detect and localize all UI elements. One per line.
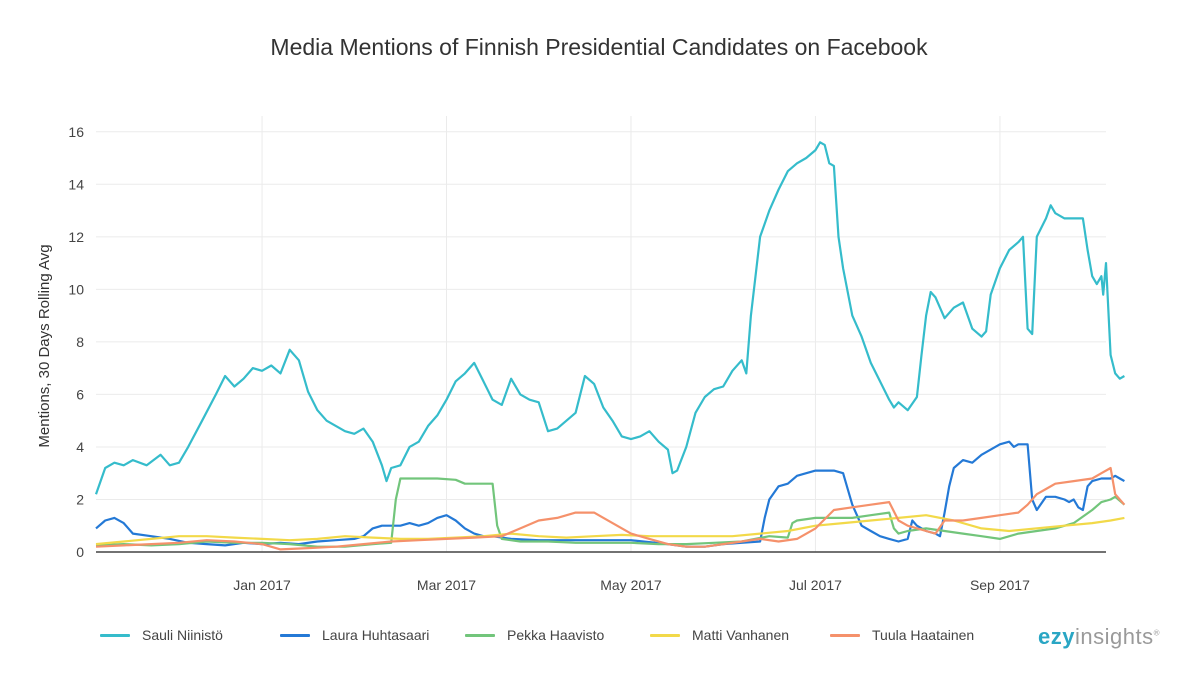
legend-label: Sauli Niinistö <box>142 627 223 643</box>
logo-text-ezy: ezy <box>1038 624 1075 649</box>
legend-swatch <box>280 633 310 637</box>
legend-swatch <box>830 633 860 637</box>
legend-swatch <box>100 633 130 637</box>
series-line-0[interactable] <box>94 141 1125 495</box>
series-lines <box>94 141 1126 551</box>
x-tick-label: Sep 2017 <box>970 577 1030 593</box>
legend-label: Tuula Haatainen <box>872 627 975 643</box>
x-tick-label: Jul 2017 <box>789 577 842 593</box>
y-tick-label: 2 <box>76 491 84 507</box>
y-axis-title: Mentions, 30 Days Rolling Avg <box>36 244 53 447</box>
axes: 0 2 4 6 8 10 12 14 16 Jan 2017 Mar 2017 May 2017 Jul… <box>68 124 1106 593</box>
legend-item[interactable]: Matti Vanhanen <box>650 627 830 643</box>
y-tick-label: 0 <box>76 544 84 560</box>
y-tick-label: 6 <box>76 386 84 402</box>
legend-label: Pekka Haavisto <box>507 627 605 643</box>
y-tick-label: 16 <box>68 124 84 140</box>
legend-item[interactable]: Pekka Haavisto <box>465 627 650 643</box>
legend-item[interactable]: Laura Huhtasaari <box>280 627 465 643</box>
legend-item[interactable]: Sauli Niinistö <box>100 627 280 643</box>
registered-mark: ® <box>1153 628 1160 638</box>
series-line-4[interactable] <box>95 466 1126 551</box>
legend-label: Matti Vanhanen <box>692 627 790 643</box>
y-tick-label: 4 <box>76 439 84 455</box>
legend-item[interactable]: Tuula Haatainen <box>830 627 1005 643</box>
legend-swatch <box>650 633 680 637</box>
y-tick-label: 8 <box>76 334 84 350</box>
y-tick-label: 12 <box>68 229 84 245</box>
series-line-3[interactable] <box>95 514 1125 546</box>
legend-label: Laura Huhtasaari <box>322 627 430 643</box>
y-tick-label: 10 <box>68 281 84 297</box>
series-line-1[interactable] <box>95 440 1125 548</box>
x-tick-label: Jan 2017 <box>233 577 291 593</box>
x-tick-label: Mar 2017 <box>417 577 476 593</box>
legend-swatch <box>465 633 495 637</box>
chart-title: Media Mentions of Finnish Presidential C… <box>270 34 928 60</box>
x-tick-label: May 2017 <box>600 577 662 593</box>
grid <box>96 116 1106 552</box>
logo-text-insights: insights <box>1075 624 1154 649</box>
legend: Sauli Niinistö Laura Huhtasaari Pekka Haav… <box>100 627 1005 643</box>
y-tick-label: 14 <box>68 176 84 192</box>
ezyinsights-logo: ezyinsights® <box>1038 624 1160 650</box>
